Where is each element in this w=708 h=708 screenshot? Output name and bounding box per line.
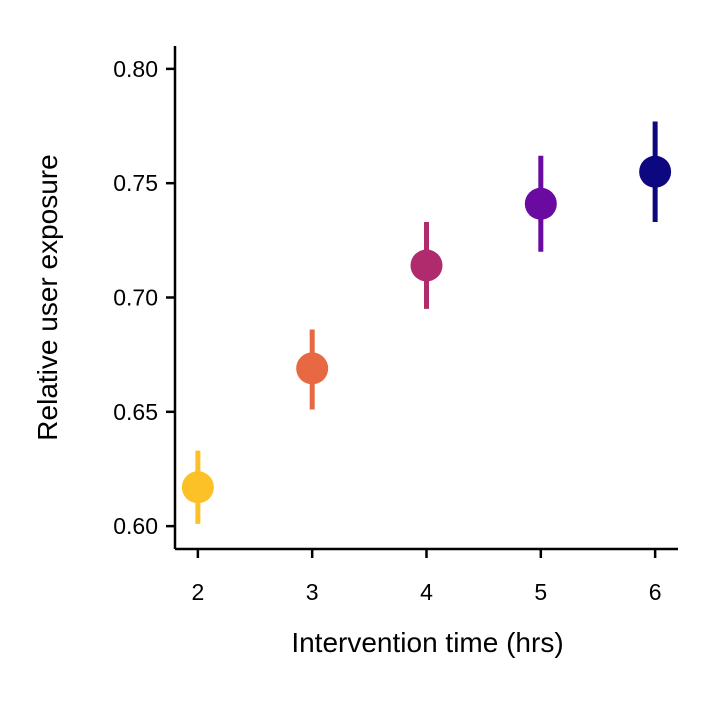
y-axis-title: Relative user exposure: [32, 154, 63, 440]
x-tick-label: 2: [191, 579, 204, 605]
data-point: [181, 471, 214, 504]
y-axis-ticks: 0.60 0.65 0.70 0.75 0.80: [113, 56, 175, 539]
x-axis-ticks: 2 3 4 5 6: [191, 549, 662, 605]
x-tick-label: 3: [306, 579, 319, 605]
x-tick-label: 6: [649, 579, 662, 605]
x-tick-label: 5: [534, 579, 547, 605]
data-point: [524, 187, 557, 220]
y-tick-label: 0.65: [113, 399, 158, 425]
y-tick-label: 0.70: [113, 285, 158, 311]
x-tick-label: 4: [420, 579, 433, 605]
y-tick-label: 0.60: [113, 513, 158, 539]
y-tick-label: 0.75: [113, 170, 158, 196]
data-point: [296, 352, 329, 385]
data-marks: [181, 121, 672, 524]
data-point: [639, 155, 672, 188]
data-point: [410, 249, 443, 282]
y-tick-label: 0.80: [113, 56, 158, 82]
x-axis-title: Intervention time (hrs): [291, 627, 563, 658]
